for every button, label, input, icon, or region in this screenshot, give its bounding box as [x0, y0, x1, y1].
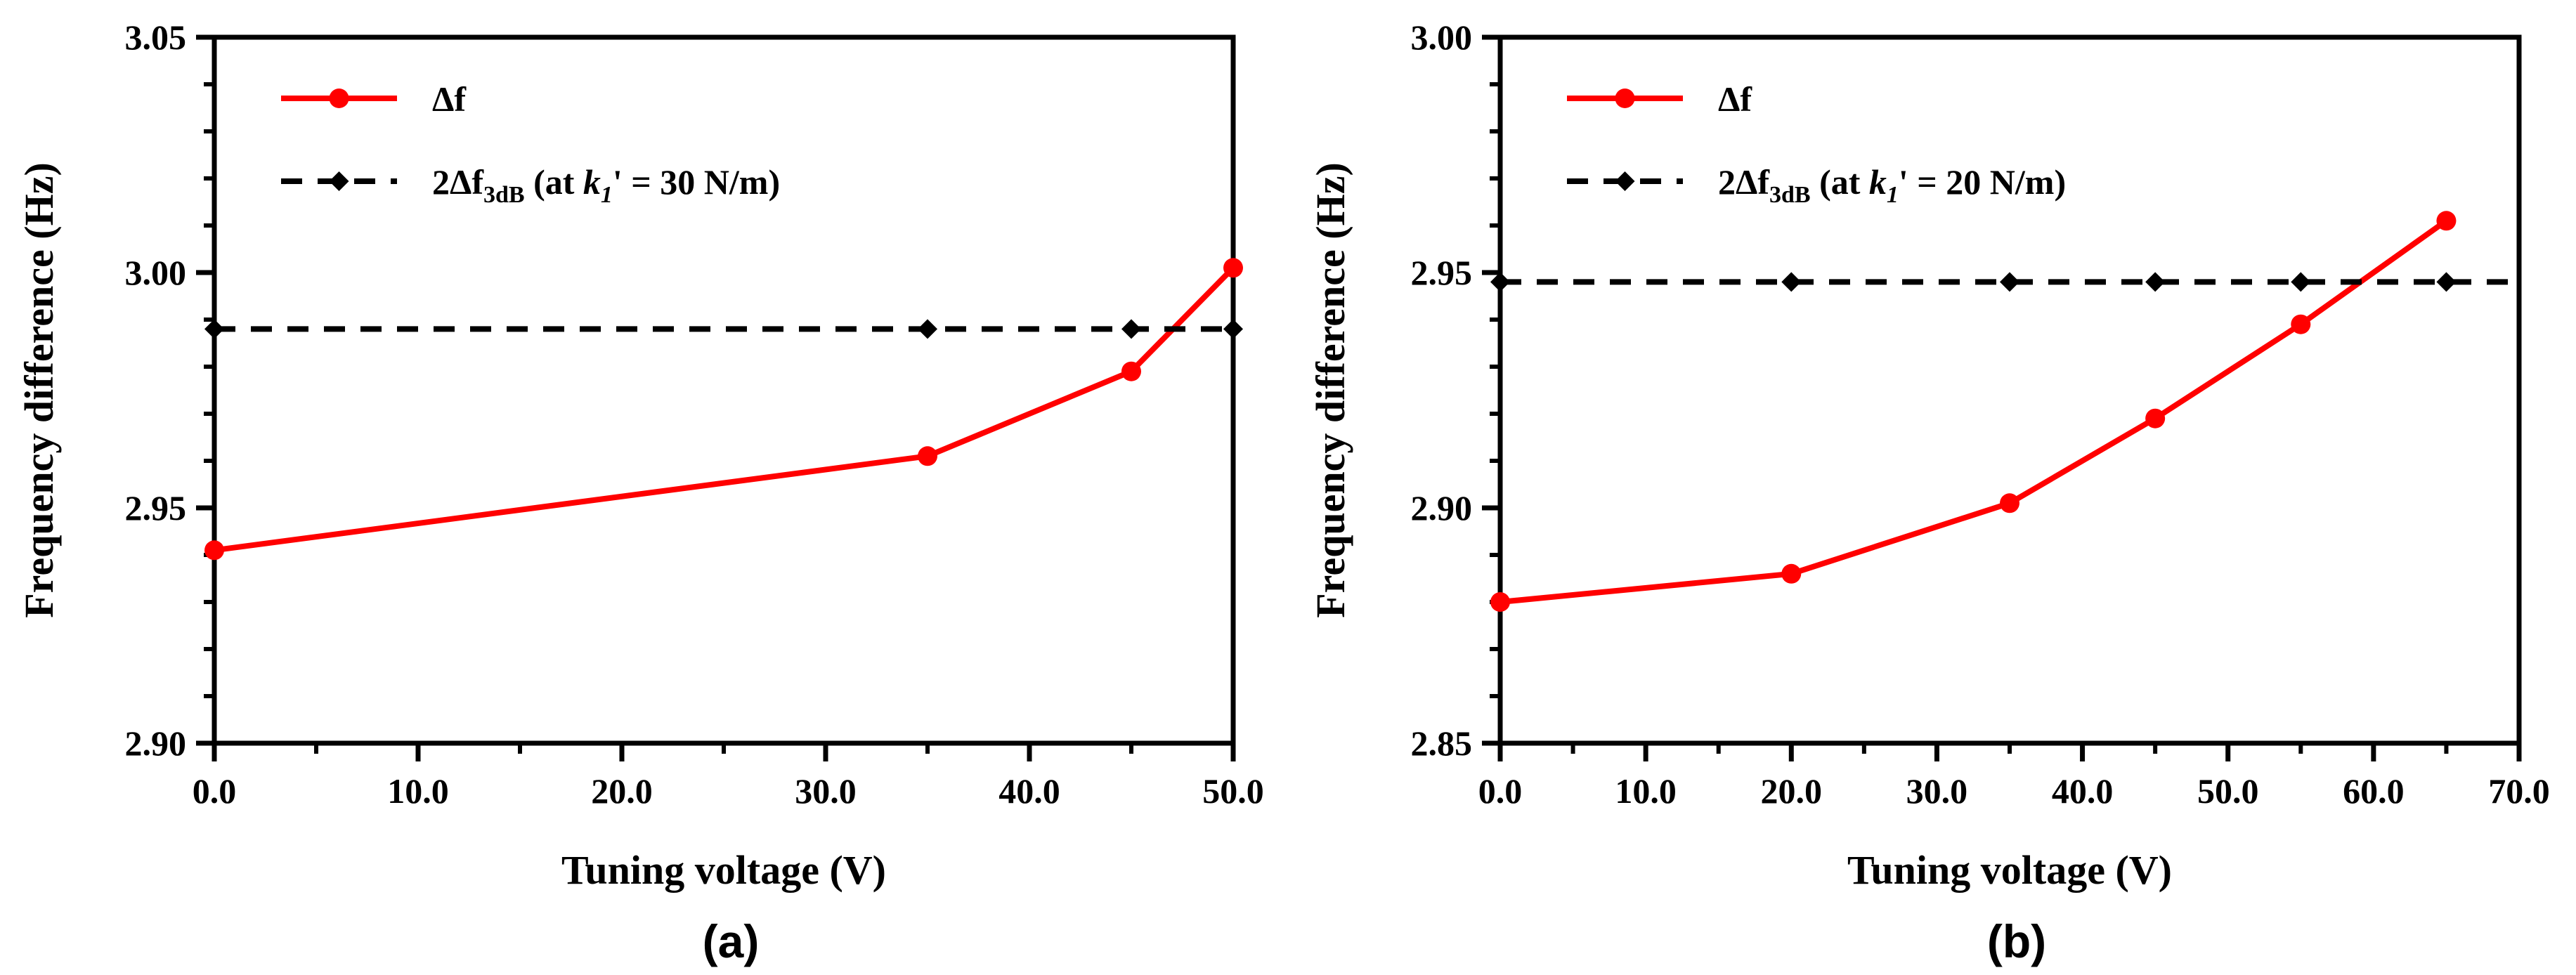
y-tick-label: 2.90	[1411, 488, 1473, 528]
chart-panel-b: 2.85 2.90 2.95 3.00 0.0 10.0 20.0 30.0 40.0 50.0 6…	[1308, 18, 2550, 967]
data-point	[2436, 211, 2457, 231]
data-point	[918, 446, 937, 466]
x-tick-label: 60.0	[2343, 771, 2405, 811]
legend-label: Δf	[1718, 79, 1752, 119]
x-tick-label: 70.0	[2488, 771, 2550, 811]
x-tick-label: 50.0	[2197, 771, 2259, 811]
data-point	[2291, 272, 2311, 292]
legend-marker	[1615, 89, 1635, 108]
series-threshold-2-delta-f-3db	[1490, 272, 2519, 292]
series-line	[214, 266, 1235, 554]
legend-entry-0: Δf	[1567, 79, 1752, 119]
legend-entry-0: Δf	[281, 79, 467, 119]
x-tick-label: 10.0	[387, 771, 449, 811]
legend-label: 2Δf3dB (at k1' = 30 N/m)	[432, 162, 780, 208]
x-tick-label: 30.0	[1906, 771, 1968, 811]
legend-label-part: 2Δf	[432, 162, 484, 202]
legend-label-part: 3dB	[1769, 182, 1811, 208]
data-point	[204, 319, 224, 339]
data-point	[2291, 314, 2311, 334]
series-delta-f	[204, 258, 1243, 561]
data-point	[204, 540, 224, 561]
legend-label-part: 1	[1887, 182, 1899, 208]
y-axis-title: Frequency difference (Hz)	[1308, 162, 1353, 618]
series-delta-f	[1490, 211, 2457, 612]
legend-label-part: Δf	[1718, 79, 1752, 119]
y-tick-label: 3.05	[125, 18, 187, 57]
legend-label-part: ' = 20 N/m)	[1899, 162, 2066, 202]
legend-label: 2Δf3dB (at k1' = 20 N/m)	[1718, 162, 2066, 208]
x-tick-label: 40.0	[998, 771, 1060, 811]
legend-label: Δf	[432, 79, 467, 119]
panel-label: (a)	[703, 915, 760, 967]
x-tick-label: 30.0	[795, 771, 857, 811]
chart-panel-a: 2.90 2.95 3.00 3.05 0.0 10.0 20.0 30.0 40.0 50.0 T…	[16, 18, 1264, 967]
data-point	[2145, 408, 2166, 428]
y-tick-label: 2.95	[1411, 253, 1473, 292]
series-line	[1500, 218, 2448, 605]
x-tick-label: 10.0	[1615, 771, 1677, 811]
x-axis-title: Tuning voltage (V)	[561, 847, 886, 893]
panel-label: (b)	[1987, 915, 2046, 967]
data-point	[918, 319, 937, 339]
y-tick-label: 2.95	[125, 488, 187, 528]
legend-label-part: Δf	[432, 79, 467, 119]
legend-label-part: 3dB	[483, 182, 525, 208]
data-point	[1223, 319, 1243, 339]
data-point	[1781, 272, 1802, 292]
y-tick-label: 2.85	[1411, 724, 1473, 763]
legend-entry-1: 2Δf3dB (at k1' = 30 N/m)	[281, 162, 780, 208]
data-point	[1121, 361, 1141, 381]
x-tick-label: 0.0	[1478, 771, 1523, 811]
data-point	[1490, 272, 1510, 292]
y-tick-label: 3.00	[125, 253, 187, 292]
data-point	[2436, 272, 2457, 292]
data-point	[1121, 319, 1141, 339]
data-point	[2000, 493, 2019, 513]
y-axis-title: Frequency difference (Hz)	[16, 162, 62, 618]
y-tick-label: 3.00	[1411, 18, 1473, 57]
x-tick-label: 20.0	[1761, 771, 1823, 811]
data-point	[1223, 258, 1243, 278]
x-tick-label: 20.0	[591, 771, 653, 811]
legend-label-part: (at	[525, 162, 583, 202]
x-tick-label: 0.0	[193, 771, 237, 811]
series-threshold-2-delta-f-3db	[204, 319, 1243, 339]
legend-marker	[329, 171, 349, 191]
legend-label-part: ' = 30 N/m)	[613, 162, 780, 202]
legend-marker	[1615, 171, 1635, 191]
legend-entry-1: 2Δf3dB (at k1' = 20 N/m)	[1567, 162, 2066, 208]
legend-marker	[329, 89, 349, 108]
data-point	[2000, 272, 2019, 292]
legend-label-part: 2Δf	[1718, 162, 1770, 202]
legend-label-part: (at	[1811, 162, 1869, 202]
legend-label-part: k	[1869, 162, 1887, 202]
y-tick-label: 2.90	[125, 724, 187, 763]
legend-label-part: 1	[601, 182, 613, 208]
data-point	[1781, 563, 1802, 584]
legend-label-part: k	[583, 162, 601, 202]
x-axis-title: Tuning voltage (V)	[1847, 847, 2172, 893]
data-point	[2145, 272, 2166, 292]
data-point	[1490, 592, 1510, 612]
plot-frame	[1497, 34, 2522, 746]
x-tick-label: 50.0	[1202, 771, 1264, 811]
x-tick-label: 40.0	[2052, 771, 2114, 811]
